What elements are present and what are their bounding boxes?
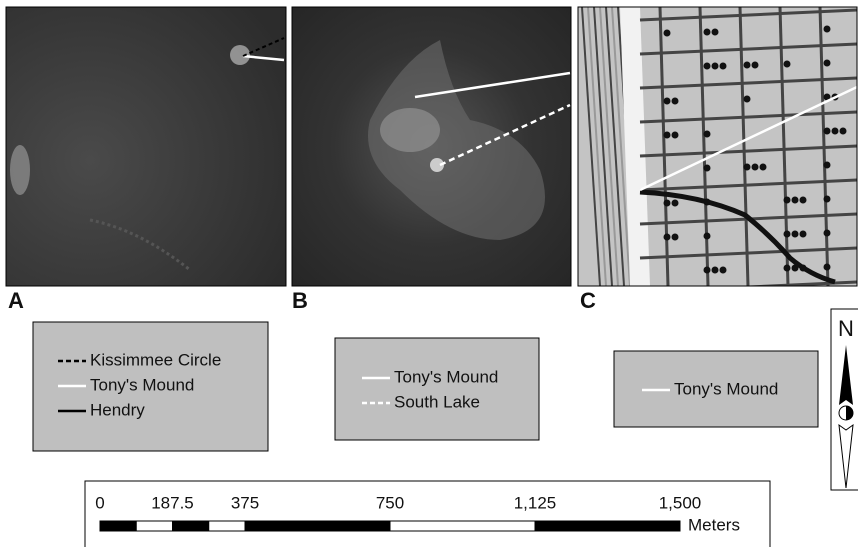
building bbox=[800, 197, 807, 204]
building bbox=[704, 233, 711, 240]
building bbox=[664, 200, 671, 207]
panel-label: B bbox=[292, 288, 308, 313]
building bbox=[704, 63, 711, 70]
building bbox=[760, 164, 767, 171]
building bbox=[672, 234, 679, 241]
legend-label: Kissimmee Circle bbox=[90, 350, 221, 369]
building bbox=[824, 230, 831, 237]
legend-label: Hendry bbox=[90, 400, 145, 419]
scale-segment bbox=[100, 521, 136, 531]
north-label: N bbox=[838, 316, 854, 341]
building bbox=[664, 234, 671, 241]
scale-label: 750 bbox=[376, 493, 404, 512]
building bbox=[704, 29, 711, 36]
building bbox=[712, 267, 719, 274]
legend-box bbox=[335, 338, 539, 440]
building bbox=[664, 98, 671, 105]
building bbox=[744, 164, 751, 171]
building bbox=[824, 264, 831, 271]
building bbox=[704, 131, 711, 138]
scale-label: 1,125 bbox=[514, 493, 557, 512]
building bbox=[720, 267, 727, 274]
scale-segment bbox=[209, 521, 245, 531]
scale-label: 375 bbox=[231, 493, 259, 512]
map-panel-c bbox=[578, 7, 858, 292]
panel-label: C bbox=[580, 288, 596, 313]
building bbox=[720, 63, 727, 70]
building bbox=[784, 265, 791, 272]
legend-label: Tony's Mound bbox=[90, 375, 194, 394]
building bbox=[824, 128, 831, 135]
scale-label: 1,500 bbox=[659, 493, 702, 512]
building bbox=[824, 162, 831, 169]
panel-label: A bbox=[8, 288, 24, 313]
map-panel-b bbox=[292, 7, 571, 286]
building bbox=[664, 30, 671, 37]
scale-unit: Meters bbox=[688, 515, 740, 534]
building bbox=[840, 128, 847, 135]
building bbox=[704, 267, 711, 274]
map-panel-a bbox=[6, 7, 286, 286]
building bbox=[712, 29, 719, 36]
north-arrow: N bbox=[831, 309, 858, 490]
building bbox=[824, 196, 831, 203]
building bbox=[672, 132, 679, 139]
scale-segment bbox=[390, 521, 535, 531]
scale-segment bbox=[245, 521, 390, 531]
building bbox=[744, 96, 751, 103]
building bbox=[824, 26, 831, 33]
building bbox=[712, 63, 719, 70]
scale-label: 0 bbox=[95, 493, 104, 512]
scale-segment bbox=[173, 521, 209, 531]
building bbox=[792, 231, 799, 238]
scale-segment bbox=[535, 521, 680, 531]
building bbox=[704, 165, 711, 172]
scale-label: 187.5 bbox=[151, 493, 194, 512]
legend-label: Tony's Mound bbox=[674, 379, 778, 398]
building bbox=[664, 132, 671, 139]
building bbox=[752, 62, 759, 69]
building bbox=[792, 197, 799, 204]
building bbox=[832, 128, 839, 135]
building bbox=[744, 62, 751, 69]
figure: A Kissimmee Circle Tony's Mound Hendry B Tony… bbox=[0, 0, 858, 547]
scale-segment bbox=[136, 521, 172, 531]
building bbox=[784, 197, 791, 204]
building bbox=[800, 231, 807, 238]
legend-label: South Lake bbox=[394, 392, 480, 411]
building bbox=[824, 60, 831, 67]
building bbox=[784, 61, 791, 68]
legends: A Kissimmee Circle Tony's Mound Hendry B Tony… bbox=[8, 288, 818, 451]
building bbox=[752, 164, 759, 171]
building bbox=[784, 231, 791, 238]
scale-bar: 0 187.5 375 750 1,125 1,500 Meters bbox=[85, 481, 770, 547]
building bbox=[672, 200, 679, 207]
building bbox=[672, 98, 679, 105]
legend-label: Tony's Mound bbox=[394, 367, 498, 386]
